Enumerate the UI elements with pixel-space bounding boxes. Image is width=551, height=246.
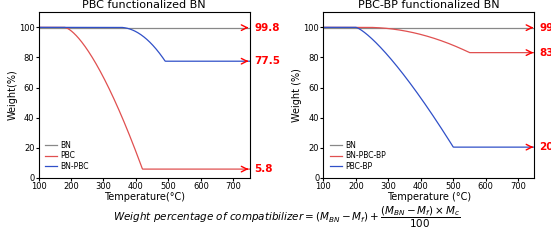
Text: 99.8: 99.8 <box>539 23 551 33</box>
Text: 99.8: 99.8 <box>255 23 280 33</box>
Title: PBC functionalized BN: PBC functionalized BN <box>82 0 206 10</box>
X-axis label: Temperature (°C): Temperature (°C) <box>387 192 471 202</box>
Legend: BN, BN-PBC-BP, PBC-BP: BN, BN-PBC-BP, PBC-BP <box>327 138 388 174</box>
Text: 83.2: 83.2 <box>539 48 551 58</box>
X-axis label: Temperature(°C): Temperature(°C) <box>104 192 185 202</box>
Text: 20.4: 20.4 <box>539 142 551 152</box>
Legend: BN, PBC, BN-PBC: BN, PBC, BN-PBC <box>42 138 91 174</box>
Y-axis label: Weight(%): Weight(%) <box>7 70 17 121</box>
Text: $\it{Weight\ percentage\ of\ compatibilizer}$$ = (M_{BN} - M_{f}) + \dfrac{(M_{B: $\it{Weight\ percentage\ of\ compatibili… <box>113 205 460 230</box>
Title: PBC-BP functionalized BN: PBC-BP functionalized BN <box>358 0 500 10</box>
Y-axis label: Weight (%): Weight (%) <box>292 68 302 122</box>
Text: 5.8: 5.8 <box>255 164 273 174</box>
Text: 77.5: 77.5 <box>255 56 280 66</box>
